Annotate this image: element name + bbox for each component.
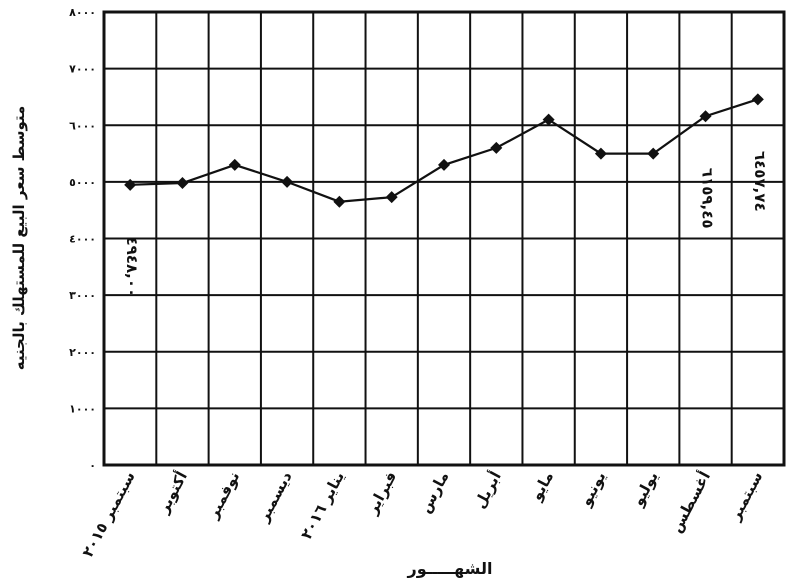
value-annotations: ٤٩٤٨,٠٠ ٦١٥٩,٤٥ ٦٤٥٧,٧٤ — [123, 151, 769, 297]
y-tick-label: ٠ — [89, 459, 96, 472]
value-annotation: ٤٩٤٨,٠٠ — [123, 236, 141, 297]
data-points — [124, 93, 764, 208]
y-tick-label: ٦٠٠٠ — [69, 119, 96, 132]
value-annotation: ٦١٥٩,٤٥ — [699, 168, 717, 229]
data-point — [751, 93, 764, 106]
x-tick-label: يونيو — [576, 468, 609, 509]
x-tick-label: أكتوبر — [153, 468, 191, 517]
x-tick-label: سبتمبر — [725, 468, 766, 524]
data-point — [333, 195, 346, 208]
data-point — [490, 141, 503, 154]
x-tick-label: مايو — [527, 468, 557, 504]
x-tick-labels: سبتمبر ٢٠١٥ أكتوبر نوفمبر ديسمبر يناير ٢٠١٦ ف… — [78, 468, 766, 560]
x-tick-label: أغسطس — [666, 468, 714, 536]
x-tick-label: يناير ٢٠١٦ — [297, 468, 348, 542]
x-tick-label: أبريل — [470, 468, 505, 511]
plot-frame — [102, 10, 786, 467]
y-tick-label: ١٠٠٠ — [69, 402, 96, 415]
data-point — [647, 147, 660, 160]
x-tick-label: ديسمبر — [254, 468, 296, 525]
x-tick-label: يوليو — [628, 468, 661, 509]
data-point — [385, 191, 398, 204]
data-point — [281, 175, 294, 188]
series-line — [130, 98, 759, 203]
x-axis-label: الشهـــــور — [407, 559, 493, 578]
grid — [104, 12, 784, 465]
x-tick-label: فبراير — [363, 468, 401, 517]
data-point — [228, 158, 241, 171]
y-tick-label: ٥٠٠٠ — [69, 176, 96, 189]
y-tick-label: ٢٠٠٠ — [69, 346, 96, 359]
data-point — [124, 178, 137, 191]
value-annotation: ٦٤٥٧,٧٤ — [751, 151, 769, 212]
data-point — [594, 147, 607, 160]
x-tick-label: مارس — [416, 468, 453, 516]
y-tick-label: ٣٠٠٠ — [69, 289, 96, 302]
y-tick-labels: ٠ ١٠٠٠ ٢٠٠٠ ٣٠٠٠ ٤٠٠٠ ٥٠٠٠ ٦٠٠٠ ٧٠٠٠ ٨٠٠٠ — [69, 6, 96, 472]
y-tick-label: ٨٠٠٠ — [69, 6, 96, 19]
data-point — [699, 110, 712, 123]
x-tick-label: سبتمبر ٢٠١٥ — [78, 468, 138, 560]
x-tick-label: نوفمبر — [203, 468, 243, 522]
y-tick-label: ٧٠٠٠ — [69, 63, 96, 76]
data-point — [438, 158, 450, 171]
y-tick-label: ٤٠٠٠ — [69, 233, 96, 246]
y-axis-label: متوسط سعر البيع للمستهلك بالجنيه — [10, 106, 28, 371]
data-point — [542, 113, 555, 126]
data-point — [176, 177, 189, 190]
